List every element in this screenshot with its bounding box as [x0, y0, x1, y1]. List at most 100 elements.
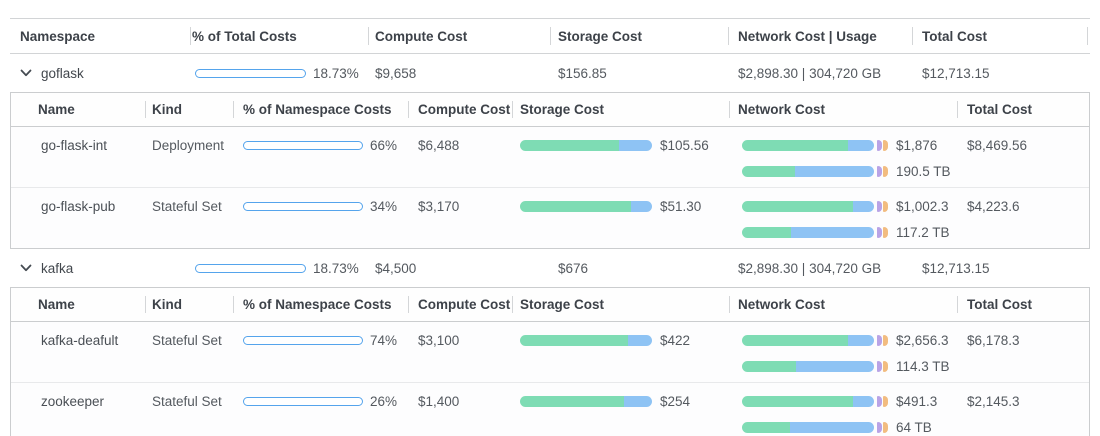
network-cost-cell: $2,656.3 114.3 TB — [742, 322, 957, 382]
column-header-pct-total-costs: % of Total Costs — [190, 27, 297, 45]
column-divider — [408, 296, 409, 313]
namespace-row-goflask[interactable]: goflask 18.73% $9,658 $156.85 $2,898.30 … — [10, 54, 1090, 92]
namespace-name: goflask — [41, 65, 84, 81]
workload-row-kafka-deafult[interactable]: kafka-deafult Stateful Set 74% $3,100 $4… — [11, 322, 1089, 382]
compute-cost-value: $4,500 — [375, 260, 417, 276]
pct-total-costs-cell: 18.73% — [190, 261, 368, 276]
column-header-storage-cost: Storage Cost — [512, 288, 729, 321]
network-usage-blue-segment — [789, 422, 874, 433]
network-cost-green-segment — [742, 201, 853, 212]
storage-blue-segment — [630, 201, 652, 212]
network-cost-bar: $491.3 — [742, 383, 957, 420]
column-divider — [512, 296, 513, 313]
network-usage-green-segment — [742, 227, 791, 238]
network-cost-orange-tick — [883, 335, 888, 346]
column-header-total-cost: Total Cost — [957, 93, 1089, 126]
column-header-pct-namespace-costs: % of Namespace Costs — [233, 288, 408, 321]
network-usage-value: 117.2 TB — [896, 225, 950, 240]
storage-cost-value: $105.56 — [660, 138, 709, 153]
progress-bar — [243, 336, 363, 345]
network-usage-bar: 64 TB — [742, 420, 957, 435]
total-cost-value: $12,713.15 — [922, 65, 990, 81]
progress-bar — [243, 397, 363, 406]
network-cost-cell: $1,002.3 117.2 TB — [742, 188, 957, 248]
storage-cost-bar: $254 — [520, 383, 729, 420]
storage-cost-value: $51.30 — [660, 199, 702, 214]
storage-blue-segment — [624, 396, 652, 407]
workload-row-go-flask-int[interactable]: go-flask-int Deployment 66% $6,488 $105.… — [11, 127, 1089, 187]
pct-namespace-costs-cell: 34% — [233, 188, 408, 225]
network-cost-value: $491.3 — [896, 394, 938, 409]
progress-bar — [243, 202, 363, 211]
namespace-name: kafka — [41, 260, 74, 276]
column-divider — [408, 101, 409, 118]
column-header-name: Name — [38, 297, 75, 312]
column-divider — [729, 101, 730, 118]
column-header-network-cost: Network Cost — [729, 288, 957, 321]
compute-cost-value: $3,100 — [418, 333, 460, 348]
network-usage-green-segment — [742, 361, 797, 372]
column-divider — [729, 296, 730, 313]
pct-label: 18.73% — [313, 260, 359, 276]
network-usage-purple-tick — [877, 227, 882, 238]
network-cost-green-segment — [742, 335, 848, 346]
network-usage-blue-segment — [794, 166, 874, 177]
progress-bar — [243, 141, 363, 150]
storage-blue-segment — [628, 335, 652, 346]
pct-label: 26% — [370, 394, 398, 409]
network-usage-bar: 114.3 TB — [742, 359, 957, 374]
network-cost-cell: $491.3 64 TB — [742, 383, 957, 436]
network-usage-value: 114.3 TB — [896, 359, 950, 374]
pct-total-costs-cell: 18.73% — [190, 66, 368, 81]
namespace-table-header: Namespace % of Total Costs Compute Cost … — [10, 18, 1090, 54]
pct-namespace-costs-cell: 66% — [233, 127, 408, 164]
storage-green-segment — [520, 335, 629, 346]
network-cost-green-segment — [742, 396, 853, 407]
workload-row-go-flask-pub[interactable]: go-flask-pub Stateful Set 34% $3,170 $51… — [11, 187, 1089, 248]
column-header-network-cost-usage: Network Cost | Usage — [728, 19, 912, 53]
network-usage-green-segment — [742, 166, 795, 177]
workload-name: go-flask-pub — [41, 199, 116, 214]
chevron-down-icon[interactable] — [20, 264, 32, 272]
network-usage-value: 64 TB — [896, 420, 932, 435]
column-header-pct-namespace-costs: % of Namespace Costs — [233, 93, 408, 126]
workload-kind: Stateful Set — [152, 394, 222, 409]
column-divider — [1087, 27, 1088, 45]
column-header-storage-cost: Storage Cost — [512, 93, 729, 126]
network-cost-usage-value: $2,898.30 | 304,720 GB — [738, 260, 882, 276]
network-cost-value: $1,876 — [896, 138, 938, 153]
network-cost-purple-tick — [877, 335, 882, 346]
network-cost-cell: $1,876 190.5 TB — [742, 127, 957, 187]
network-usage-bar: 190.5 TB — [742, 164, 957, 179]
column-header-network-cost: Network Cost — [729, 93, 957, 126]
column-header-storage-cost: Storage Cost — [550, 19, 728, 53]
workload-row-zookeeper[interactable]: zookeeper Stateful Set 26% $1,400 $254 $… — [11, 382, 1089, 436]
progress-bar — [195, 68, 306, 78]
column-divider — [550, 27, 551, 45]
workload-name: zookeeper — [41, 394, 105, 409]
network-cost-green-segment — [742, 140, 848, 151]
column-divider — [233, 101, 234, 118]
total-cost-value: $12,713.15 — [922, 260, 990, 276]
workload-kind: Deployment — [152, 138, 225, 153]
chevron-down-icon[interactable] — [20, 69, 32, 77]
workload-table-header: Name Kind % of Namespace Costs Compute C… — [11, 93, 1089, 127]
namespace-row-kafka[interactable]: kafka 18.73% $4,500 $676 $2,898.30 | 304… — [10, 249, 1090, 287]
total-cost-value: $6,178.3 — [967, 333, 1020, 348]
storage-cost-bar: $422 — [520, 322, 729, 359]
compute-cost-value: $6,488 — [418, 138, 460, 153]
network-cost-purple-tick — [877, 396, 882, 407]
network-usage-purple-tick — [877, 422, 882, 433]
workload-kind: Stateful Set — [152, 333, 222, 348]
pct-namespace-costs-cell: 74% — [233, 322, 408, 359]
network-usage-orange-tick — [883, 227, 888, 238]
network-cost-bar: $1,002.3 — [742, 188, 957, 225]
column-header-name: Name — [38, 102, 75, 117]
storage-cost-value: $156.85 — [558, 65, 607, 81]
network-cost-purple-tick — [877, 140, 882, 151]
column-divider — [728, 27, 729, 45]
column-header-compute-cost: Compute Cost — [408, 93, 512, 126]
network-cost-blue-segment — [847, 140, 874, 151]
network-cost-blue-segment — [852, 201, 874, 212]
